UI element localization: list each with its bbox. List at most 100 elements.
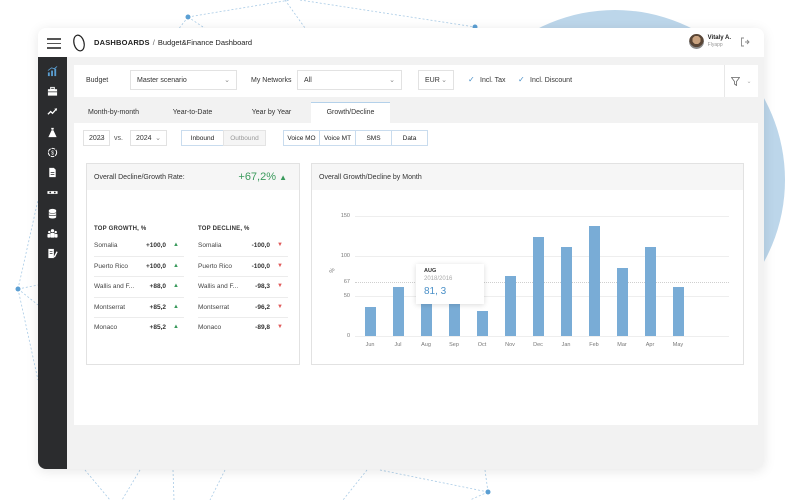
top-decline-header: TOP DECLINE, % xyxy=(198,226,250,232)
chevron-down-icon: ⌄ xyxy=(746,78,752,85)
bar-jul[interactable] xyxy=(392,287,404,336)
bar-nov[interactable] xyxy=(504,276,516,336)
x-tick-label: Nov xyxy=(505,342,515,348)
direction-toggle: Inbound Outbound xyxy=(181,130,266,146)
gridline xyxy=(355,216,729,217)
arrow-down-icon: ▼ xyxy=(277,283,283,289)
x-tick-label: Sep xyxy=(449,342,459,348)
sidebar-item-budget[interactable] xyxy=(38,122,67,142)
sidebar-item-database[interactable] xyxy=(38,203,67,223)
rate-card-title: Overall Decline/Growth Rate: xyxy=(94,174,185,181)
funnel-icon xyxy=(731,76,741,86)
sms-button[interactable]: SMS xyxy=(355,130,392,146)
x-tick-label: Apr xyxy=(645,342,655,348)
top-growth-header: TOP GROWTH, % xyxy=(94,226,147,232)
incl-discount-label: Incl. Discount xyxy=(530,76,573,84)
list-item: Montserrat +85,2 ▲ xyxy=(94,298,184,318)
bar-mar[interactable] xyxy=(616,268,628,336)
x-tick-label: Jul xyxy=(394,342,402,348)
y-tick-label: 150 xyxy=(340,213,350,219)
voice-mt-button[interactable]: Voice MT xyxy=(319,130,356,146)
sidebar-item-users[interactable] xyxy=(38,223,67,243)
rate-card: Overall Decline/Growth Rate: +67,2% ▲ TO… xyxy=(86,163,300,365)
checkmark-icon: ✓ xyxy=(468,75,475,84)
filter-button[interactable]: ⌄ xyxy=(724,65,758,97)
year-from-select[interactable]: 2023 ⌄ xyxy=(83,130,110,146)
y-tick-label: 0 xyxy=(346,333,350,339)
budget-label: Budget xyxy=(86,77,109,84)
vs-label: vs. xyxy=(114,135,123,142)
list-item: Wallis and F... +88,0 ▲ xyxy=(94,277,184,298)
sidebar-item-briefcase[interactable] xyxy=(38,81,67,101)
x-tick-label: Mar xyxy=(617,342,627,348)
x-tick-label: Dec xyxy=(533,342,543,348)
overall-rate-value: +67,2% ▲ xyxy=(238,171,287,183)
currency-select[interactable]: EUR ⌄ xyxy=(418,70,454,90)
checkmark-icon: ✓ xyxy=(518,75,525,84)
user-company: Flyapp xyxy=(707,42,723,48)
logo-icon[interactable] xyxy=(71,34,87,52)
currency-select-value: EUR xyxy=(425,77,440,84)
trend-up-icon xyxy=(47,108,58,115)
main-content: Budget Master scenario ⌄ My Networks All… xyxy=(67,57,764,469)
top-bar: DASHBOARDS / Budget&Finance Dashboard Vita… xyxy=(38,28,764,57)
list-item: Somalia -100,0 ▼ xyxy=(198,236,288,257)
x-tick-label: Jun xyxy=(365,342,375,348)
bar-chart: % 0 50 67 100 150 Jun Jul Aug Sep Oct Nov Dec Jan Feb… xyxy=(312,190,743,366)
tab-growth-decline[interactable]: Growth/Decline xyxy=(311,102,390,123)
year-to-select[interactable]: 2024 ⌄ xyxy=(130,130,167,146)
database-icon xyxy=(48,208,57,219)
data-button[interactable]: Data xyxy=(391,130,428,146)
hamburger-menu-icon[interactable] xyxy=(47,38,61,49)
arrow-up-icon: ▲ xyxy=(173,242,179,248)
x-tick-label: Oct xyxy=(477,342,487,348)
chevron-down-icon: ⌄ xyxy=(155,135,161,142)
user-name: Vitaly A. xyxy=(707,35,731,41)
budget-select[interactable]: Master scenario ⌄ xyxy=(130,70,237,90)
bar-feb[interactable] xyxy=(588,226,600,336)
networks-select-value: All xyxy=(304,77,312,84)
logout-icon[interactable] xyxy=(740,37,750,47)
money-bag-icon xyxy=(48,127,57,137)
bar-apr[interactable] xyxy=(644,247,656,336)
x-tick-label: Feb xyxy=(589,342,599,348)
year-from-value: 2023 xyxy=(89,135,105,142)
sidebar-item-reports[interactable] xyxy=(38,244,67,264)
bar-oct[interactable] xyxy=(476,311,488,336)
sidebar-item-documents[interactable] xyxy=(38,162,67,182)
bar-may[interactable] xyxy=(672,287,684,336)
bar-jan[interactable] xyxy=(560,247,572,336)
avatar[interactable] xyxy=(688,34,704,49)
inbound-button[interactable]: Inbound xyxy=(181,130,224,146)
bar-dec[interactable] xyxy=(532,236,544,336)
sidebar-item-analytics[interactable] xyxy=(38,61,67,81)
list-item: Somalia +100,0 ▲ xyxy=(94,236,184,257)
tab-year-by-year[interactable]: Year by Year xyxy=(251,109,292,116)
voice-mo-button[interactable]: Voice MO xyxy=(283,130,320,146)
outbound-button[interactable]: Outbound xyxy=(223,130,266,146)
networks-select[interactable]: All ⌄ xyxy=(297,70,402,90)
briefcase-icon xyxy=(47,86,58,96)
user-menu[interactable]: Vitaly A. Flyapp xyxy=(688,34,750,49)
arrow-up-icon: ▲ xyxy=(173,324,179,330)
sidebar-item-currency[interactable]: $ xyxy=(38,142,67,162)
bar-sep[interactable] xyxy=(448,292,460,336)
sidebar-item-trends[interactable] xyxy=(38,102,67,122)
edit-document-icon xyxy=(48,249,58,259)
sidebar-item-roaming[interactable] xyxy=(38,183,67,203)
list-item: Puerto Rico -100,0 ▼ xyxy=(198,257,288,277)
incl-tax-checkbox[interactable]: ✓ Incl. Tax xyxy=(468,76,506,84)
incl-discount-checkbox[interactable]: ✓ Incl. Discount xyxy=(518,76,572,84)
gridline xyxy=(355,336,729,337)
breadcrumb-section[interactable]: DASHBOARDS xyxy=(94,38,150,47)
tab-month-by-month[interactable]: Month-by-month xyxy=(88,109,139,116)
tooltip-value: 81, 3 xyxy=(424,286,447,297)
tab-year-to-date[interactable]: Year-to-Date xyxy=(172,109,213,116)
networks-label: My Networks xyxy=(251,77,292,84)
list-item: Montserrat -96,2 ▼ xyxy=(198,298,288,318)
chevron-down-icon: ⌄ xyxy=(224,77,230,84)
bar-jun[interactable] xyxy=(364,307,376,336)
y-tick-label: 67 xyxy=(343,279,350,286)
list-item: Puerto Rico +100,0 ▲ xyxy=(94,257,184,277)
x-tick-label: Jan xyxy=(561,342,571,348)
